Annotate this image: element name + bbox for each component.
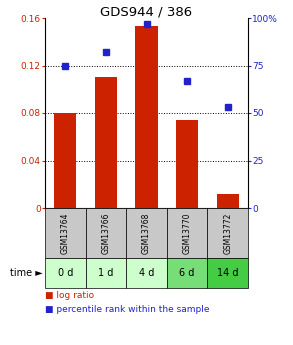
Text: GSM13764: GSM13764 — [61, 212, 70, 254]
Text: 14 d: 14 d — [217, 268, 239, 278]
Bar — [135, 26, 158, 208]
Text: ■ percentile rank within the sample: ■ percentile rank within the sample — [45, 305, 209, 314]
Text: 1 d: 1 d — [98, 268, 114, 278]
Text: GSM13768: GSM13768 — [142, 212, 151, 254]
Text: 4 d: 4 d — [139, 268, 154, 278]
Text: 0 d: 0 d — [58, 268, 73, 278]
Text: ■ log ratio: ■ log ratio — [45, 290, 94, 299]
Text: time ►: time ► — [10, 268, 43, 278]
Text: GDS944 / 386: GDS944 / 386 — [100, 6, 193, 19]
Bar — [176, 120, 198, 208]
Text: GSM13770: GSM13770 — [183, 212, 192, 254]
Bar — [54, 113, 76, 208]
Bar — [95, 77, 117, 208]
Text: GSM13766: GSM13766 — [101, 212, 110, 254]
Bar — [217, 194, 239, 208]
Text: 6 d: 6 d — [179, 268, 195, 278]
Text: GSM13772: GSM13772 — [223, 212, 232, 254]
